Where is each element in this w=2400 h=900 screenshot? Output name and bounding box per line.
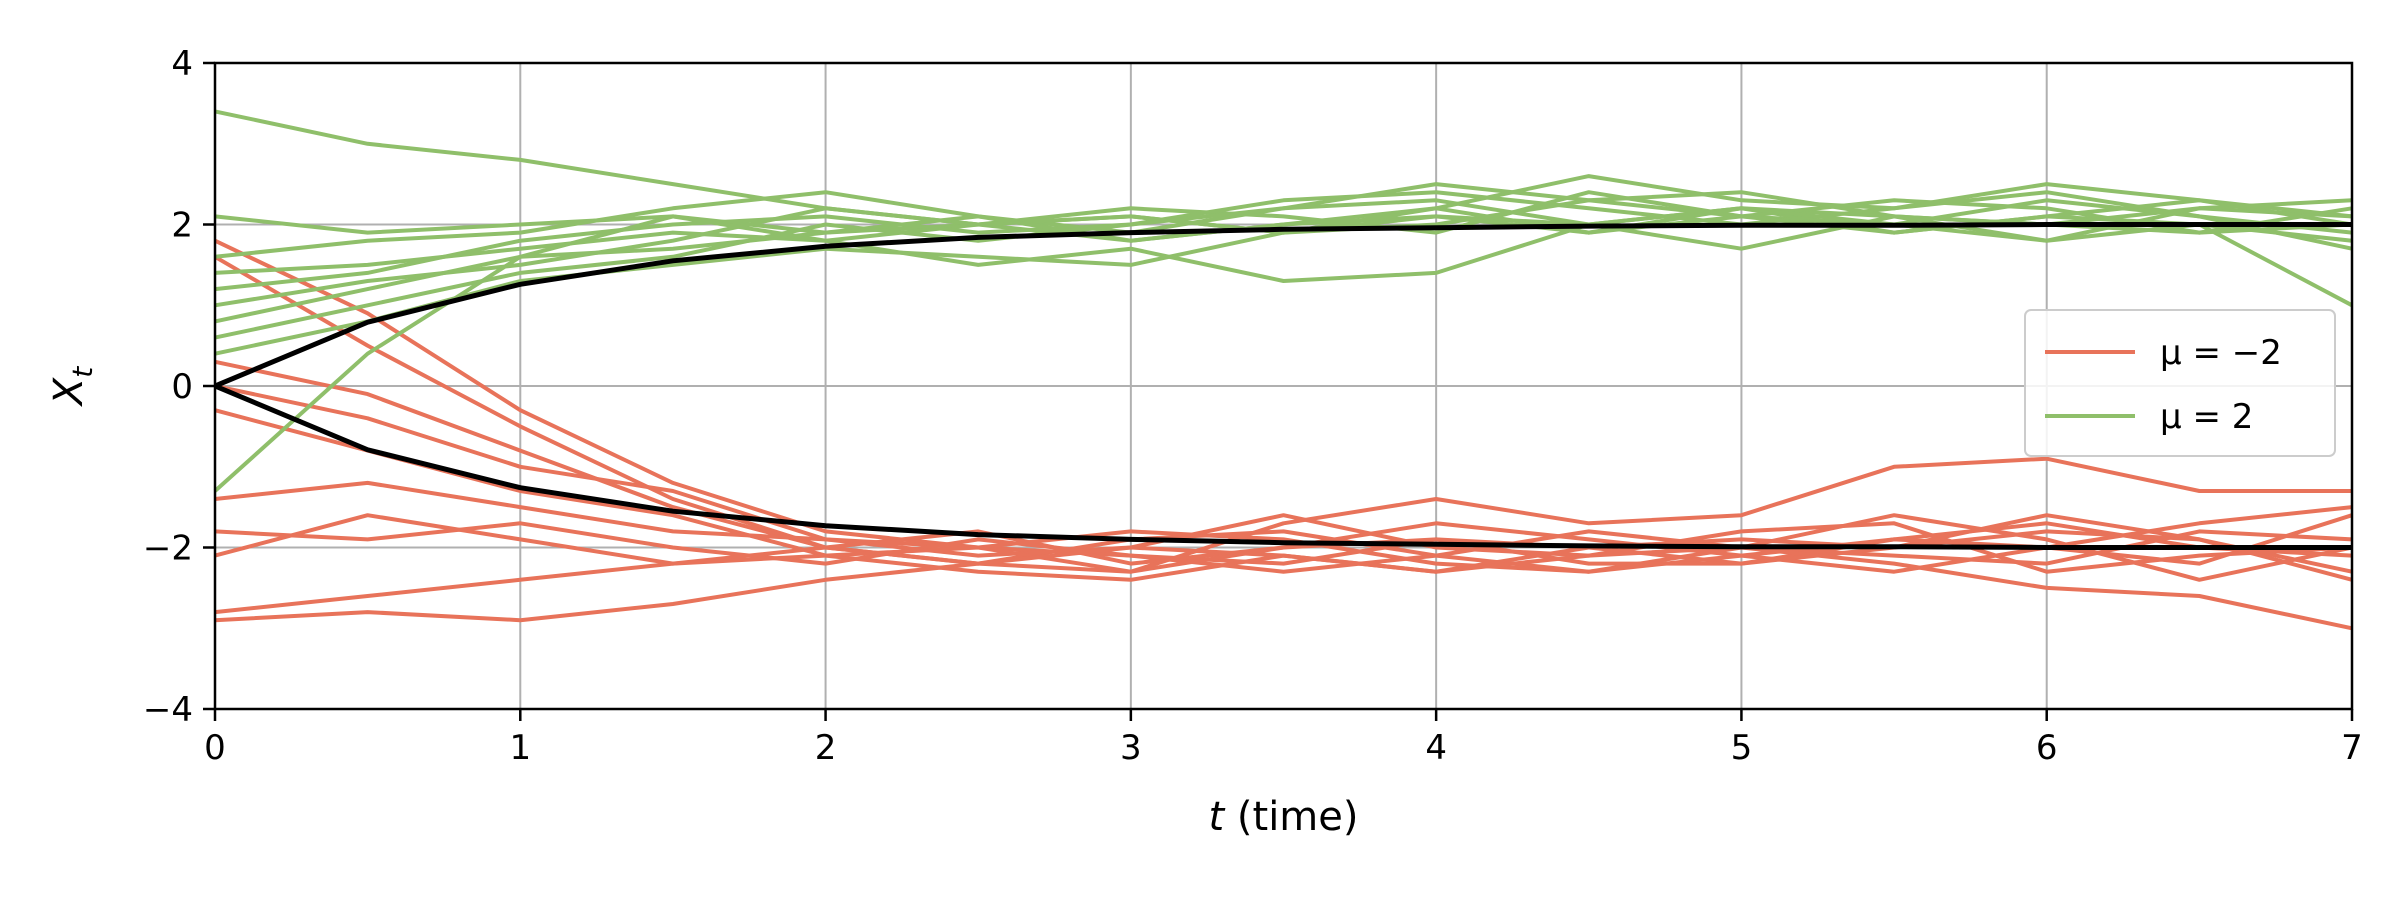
mean-curves	[214, 222, 2352, 550]
y-tick-label: 2	[171, 206, 193, 246]
sample-path-group1-2	[213, 255, 2353, 574]
sample-path-group2-5	[214, 190, 2353, 292]
sample-path-group1-8	[214, 513, 2353, 582]
x-tick-label: 6	[2036, 728, 2058, 768]
legend-label-2: μ = 2	[2160, 397, 2253, 437]
x-tick-label: 4	[1425, 728, 1447, 768]
y-axis-label: Xt	[46, 366, 99, 407]
y-tick-label: −4	[143, 690, 193, 730]
x-tick-label: 2	[815, 728, 837, 768]
sample-paths	[213, 109, 2353, 631]
mean-curve-1	[214, 222, 2352, 389]
y-tick-label: 4	[171, 44, 193, 84]
x-tick-label: 5	[1731, 728, 1753, 768]
legend-label-1: μ = −2	[2160, 333, 2282, 373]
sample-path-group1-9	[214, 456, 2352, 615]
sample-path-group1-7	[214, 513, 2353, 582]
x-axis-label: t (time)	[1209, 794, 1359, 840]
sample-path-group2-8	[214, 182, 2353, 340]
y-tick-label: −2	[143, 529, 193, 569]
mean-curve-2	[214, 383, 2352, 550]
sample-path-group2-7	[214, 198, 2353, 324]
legend: μ = −2 μ = 2	[2024, 309, 2336, 457]
axis-ticks: 0 1 2 3 4 5 6 7 −4 −2 0 2 4	[143, 44, 2363, 768]
sample-path-group2-10	[213, 214, 2353, 493]
x-tick-label: 7	[2341, 728, 2363, 768]
y-tick-label: 0	[171, 367, 193, 407]
sample-path-group1-10	[214, 545, 2353, 631]
legend-box	[2024, 309, 2336, 457]
x-tick-label: 0	[204, 728, 226, 768]
x-tick-label: 1	[509, 728, 531, 768]
sample-path-group1-1	[214, 238, 2353, 566]
x-tick-label: 3	[1120, 728, 1142, 768]
sample-path-group1-4	[214, 384, 2353, 574]
